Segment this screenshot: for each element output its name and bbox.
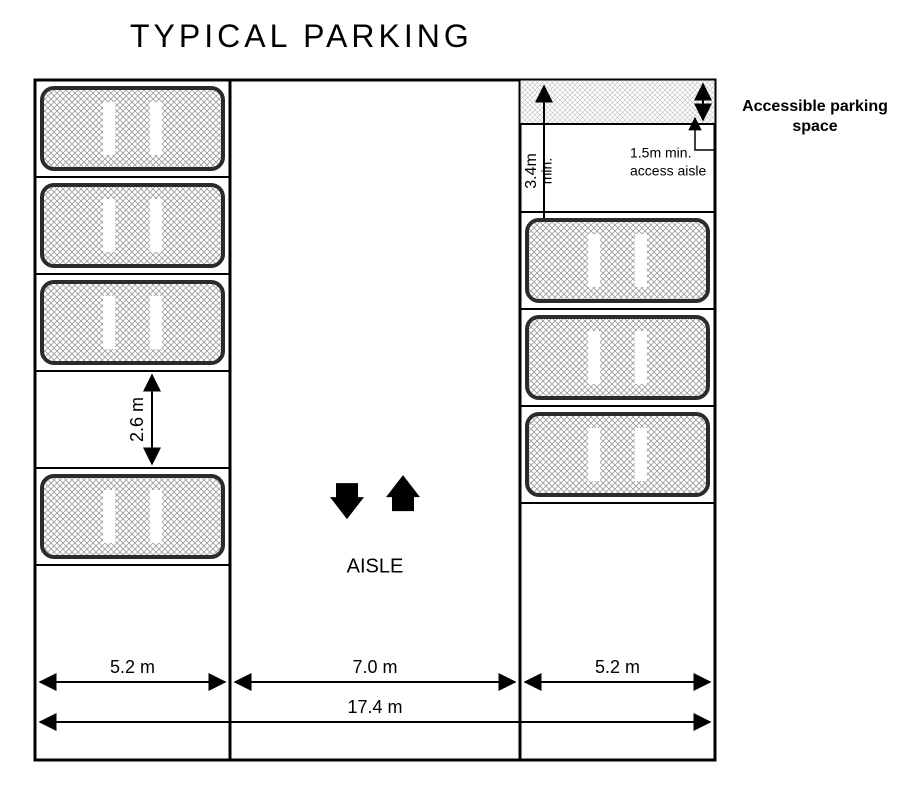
parking-diagram-page: TYPICAL PARKING Accessible parking space… [0, 0, 900, 805]
svg-text:access aisle: access aisle [630, 163, 706, 179]
svg-text:min.: min. [539, 158, 555, 184]
parking-diagram: 2.6 m 3.4mmin. 1.5m min. access aisle AISLE 5… [0, 0, 900, 805]
svg-text:2.6 m: 2.6 m [127, 397, 147, 442]
car-icon [527, 220, 708, 301]
aisle-arrow-down-icon [330, 483, 364, 519]
svg-text:17.4 m: 17.4 m [347, 697, 402, 717]
svg-text:7.0 m: 7.0 m [352, 657, 397, 677]
svg-text:3.4m: 3.4m [523, 153, 540, 189]
car-icon [527, 317, 708, 398]
car-icon [527, 414, 708, 495]
aisle-arrow-up-icon [386, 475, 420, 511]
svg-text:1.5m min.: 1.5m min. [630, 145, 691, 161]
svg-text:5.2 m: 5.2 m [595, 657, 640, 677]
car-icon [42, 185, 223, 266]
car-icon [42, 282, 223, 363]
svg-text:AISLE: AISLE [347, 555, 404, 577]
car-icon [42, 88, 223, 169]
svg-text:5.2 m: 5.2 m [110, 657, 155, 677]
car-icon [42, 476, 223, 557]
